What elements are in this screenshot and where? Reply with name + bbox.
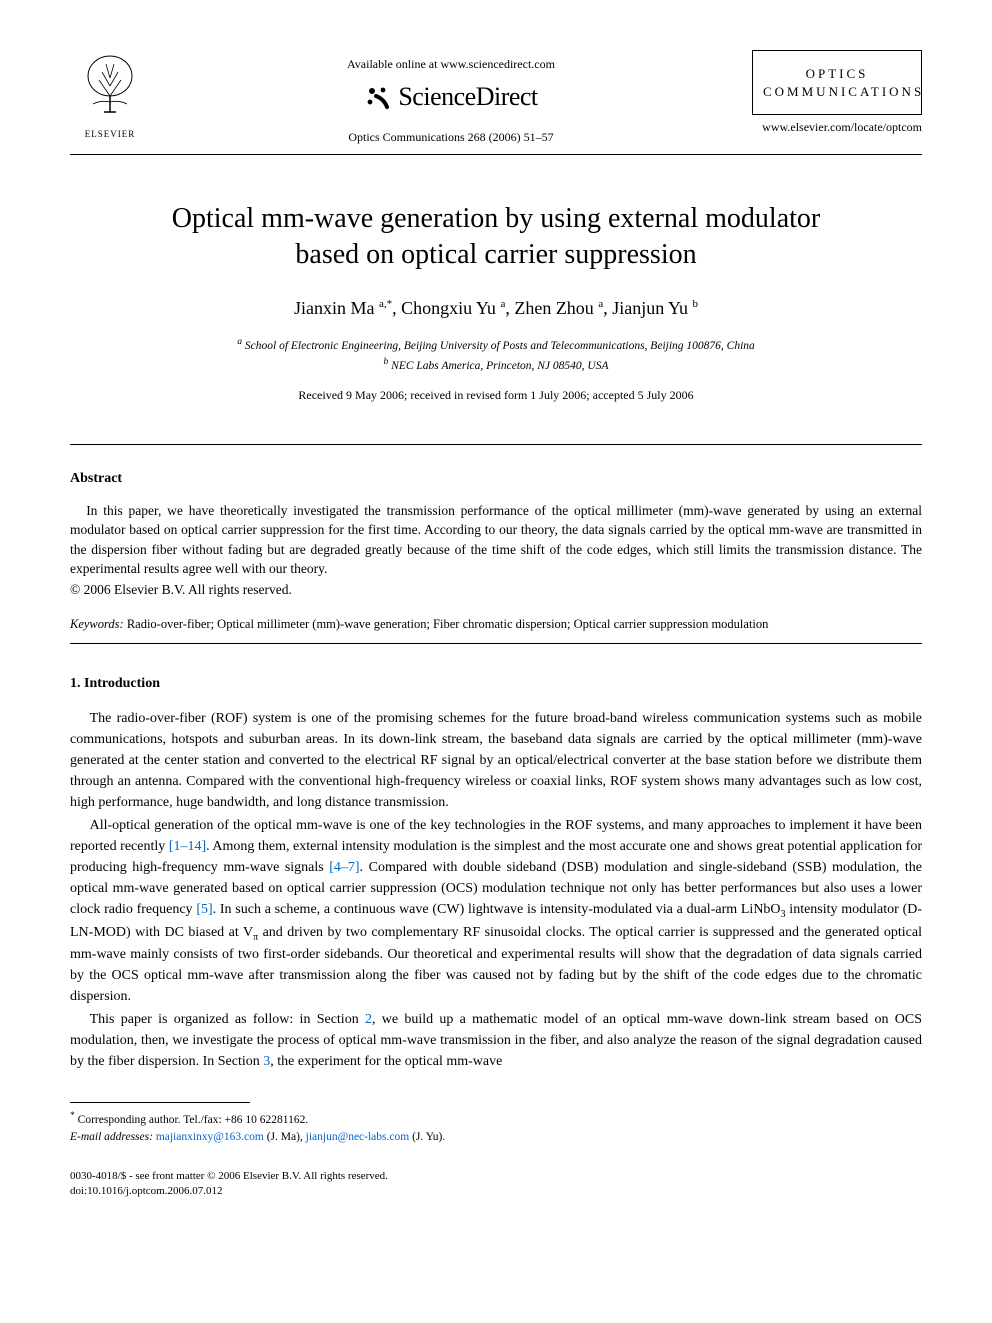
title-line2: based on optical carrier suppression: [295, 239, 696, 270]
email-who-yu: (J. Yu).: [412, 1131, 445, 1143]
elsevier-tree-icon: [75, 50, 145, 120]
email-who-ma: (J. Ma),: [267, 1131, 303, 1143]
elsevier-logo: ELSEVIER: [70, 50, 150, 140]
ref-link-1-14[interactable]: [1–14]: [169, 839, 206, 854]
abstract-copyright: © 2006 Elsevier B.V. All rights reserved…: [70, 581, 922, 600]
section-1-heading: 1. Introduction: [70, 674, 922, 694]
corr-author-line: * Corresponding author. Tel./fax: +86 10…: [70, 1109, 922, 1129]
header-rule: [70, 154, 922, 155]
abstract-heading: Abstract: [70, 469, 922, 489]
journal-box-wrap: OPTICS COMMUNICATIONS www.elsevier.com/l…: [752, 50, 922, 136]
abstract-text: In this paper, we have theoretically inv…: [70, 501, 922, 579]
keywords-text: Radio-over-fiber; Optical millimeter (mm…: [127, 617, 769, 631]
footer-doi: doi:10.1016/j.optcom.2006.07.012: [70, 1184, 922, 1199]
email-label: E-mail addresses:: [70, 1131, 153, 1143]
affiliation-a: a School of Electronic Engineering, Beij…: [70, 335, 922, 355]
intro-para-2: All-optical generation of the optical mm…: [70, 815, 922, 1008]
email-line: E-mail addresses: majianxinxy@163.com (J…: [70, 1129, 922, 1146]
journal-box-line1: OPTICS: [763, 65, 911, 83]
email-link-yu[interactable]: jianjun@nec-labs.com: [306, 1131, 410, 1143]
author-list: Jianxin Ma a,*, Chongxiu Yu a, Zhen Zhou…: [70, 296, 922, 321]
intro-para-1: The radio-over-fiber (ROF) system is one…: [70, 708, 922, 813]
footer-metadata: 0030-4018/$ - see front matter © 2006 El…: [70, 1169, 922, 1200]
sciencedirect-icon: [364, 83, 392, 111]
affiliations: a School of Electronic Engineering, Beij…: [70, 335, 922, 375]
sciencedirect-text: ScienceDirect: [398, 79, 537, 115]
affiliation-b: b NEC Labs America, Princeton, NJ 08540,…: [70, 355, 922, 375]
corresponding-author-footnote: * Corresponding author. Tel./fax: +86 10…: [70, 1109, 922, 1146]
title-line1: Optical mm-wave generation by using exte…: [172, 203, 820, 234]
keywords-label: Keywords:: [70, 617, 124, 631]
abstract-top-rule: [70, 444, 922, 445]
journal-title-box: OPTICS COMMUNICATIONS: [752, 50, 922, 115]
page-header: ELSEVIER Available online at www.science…: [70, 50, 922, 146]
journal-box-line2: COMMUNICATIONS: [763, 83, 911, 101]
keywords-line: Keywords: Radio-over-fiber; Optical mill…: [70, 616, 922, 634]
ref-link-4-7[interactable]: [4–7]: [329, 860, 359, 875]
footer-front-matter: 0030-4018/$ - see front matter © 2006 El…: [70, 1169, 922, 1184]
abstract-bottom-rule: [70, 643, 922, 644]
journal-reference: Optics Communications 268 (2006) 51–57: [150, 129, 752, 146]
section-link-2[interactable]: 2: [365, 1012, 372, 1027]
ref-link-5[interactable]: [5]: [196, 902, 212, 917]
email-link-ma[interactable]: majianxinxy@163.com: [156, 1131, 264, 1143]
available-online-text: Available online at www.sciencedirect.co…: [150, 56, 752, 73]
article-title: Optical mm-wave generation by using exte…: [70, 201, 922, 274]
article-dates: Received 9 May 2006; received in revised…: [70, 387, 922, 404]
footnote-rule: [70, 1102, 250, 1103]
journal-url: www.elsevier.com/locate/optcom: [752, 119, 922, 136]
elsevier-label: ELSEVIER: [70, 128, 150, 141]
center-header: Available online at www.sciencedirect.co…: [150, 50, 752, 146]
sciencedirect-logo: ScienceDirect: [150, 79, 752, 115]
intro-para-3: This paper is organized as follow: in Se…: [70, 1009, 922, 1072]
